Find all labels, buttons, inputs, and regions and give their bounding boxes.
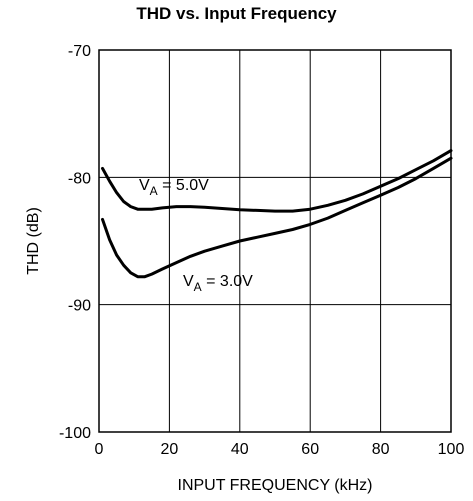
y-tick-label: -100 [59,425,91,442]
y-tick-label: -90 [68,298,91,315]
x-tick-label: 80 [372,441,390,458]
y-axis-label: THD (dB) [25,207,42,275]
x-tick-label: 100 [438,441,465,458]
chart-title: THD vs. Input Frequency [136,4,337,23]
x-axis-label: INPUT FREQUENCY (kHz) [178,477,373,494]
y-tick-label: -70 [68,43,91,60]
series-line-2 [101,156,453,279]
annotations: VA = 5.0V VA = 3.0V [139,177,253,294]
series-annotation-2: VA = 3.0V [183,273,253,294]
series-layer [101,149,453,279]
grid [98,49,452,433]
plot-border [98,49,452,433]
x-tick-label: 40 [231,441,249,458]
series-line-1 [101,149,453,213]
tick-labels: 0 20 40 60 80 100 -70 -80 -90 -100 [59,43,464,458]
x-tick-label: 60 [301,441,319,458]
y-tick-label: -80 [68,170,91,187]
x-tick-label: 20 [161,441,179,458]
series-annotation-1: VA = 5.0V [139,177,209,198]
x-tick-label: 0 [95,441,104,458]
